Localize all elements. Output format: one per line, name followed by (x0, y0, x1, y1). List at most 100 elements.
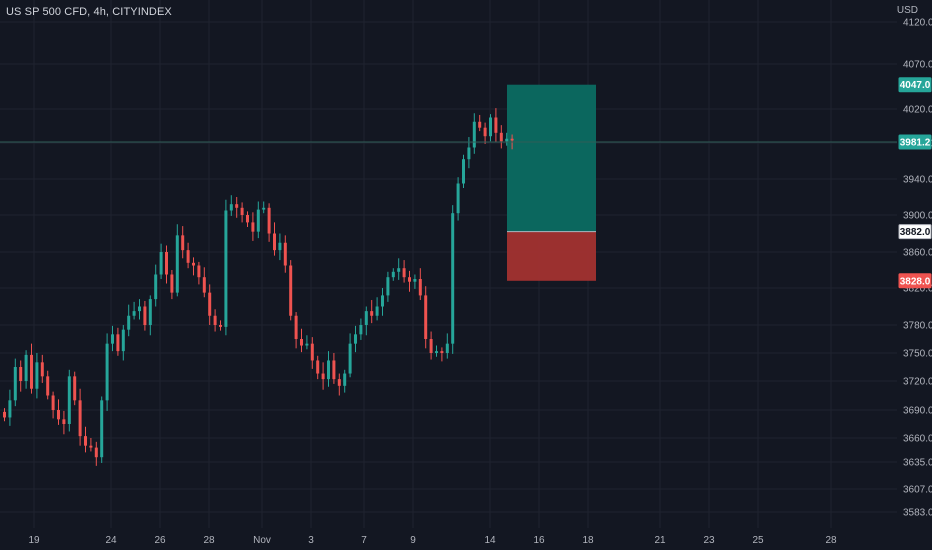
candle (197, 261, 201, 285)
y-tick-label: 3860.0 (903, 248, 932, 259)
candle-body (197, 265, 201, 278)
candle-body (143, 306, 147, 325)
candle (456, 177, 460, 221)
candle (84, 426, 87, 453)
candle-body (408, 277, 411, 282)
candle-body (229, 204, 233, 211)
candle (289, 260, 293, 321)
candle (478, 114, 482, 132)
x-tick-label: Nov (253, 535, 271, 546)
current-price-tag-text: 3981.2 (900, 137, 931, 148)
candle (310, 337, 314, 369)
candle (343, 369, 347, 393)
candle-body (192, 262, 195, 266)
candle-body (267, 207, 271, 234)
candle (46, 370, 50, 400)
candle (413, 274, 417, 289)
candle (262, 201, 266, 214)
candle-body (8, 400, 12, 418)
candle-body (364, 311, 368, 325)
candle-body (402, 268, 406, 278)
candle (89, 438, 93, 452)
y-tick-label: 3750.0 (903, 349, 932, 360)
candle (192, 257, 195, 276)
x-tick-label: 16 (533, 535, 545, 546)
x-tick-label: 7 (361, 535, 367, 546)
candle-body (13, 367, 17, 401)
candle-body (235, 204, 239, 208)
candle-body (483, 127, 487, 137)
candle-body (19, 367, 23, 381)
candle (321, 362, 325, 390)
candle-body (289, 265, 293, 316)
candle (267, 203, 271, 242)
y-tick-label: 3660.0 (903, 434, 932, 445)
candle (348, 333, 352, 378)
candle-body (478, 121, 482, 128)
candle (202, 267, 206, 298)
candle (429, 331, 433, 360)
candle-body (57, 410, 60, 420)
symbol-title[interactable]: US SP 500 CFD, 4h, CITYINDEX (6, 6, 172, 18)
candle-body (273, 233, 276, 251)
candle-body (208, 292, 212, 316)
candle (213, 309, 217, 332)
candle-body (278, 242, 282, 251)
candle-body (89, 445, 93, 448)
candle (246, 211, 249, 228)
candle (30, 343, 33, 394)
candle-body (3, 411, 6, 418)
candle-body (175, 235, 179, 293)
y-tick-label: 3583.0 (903, 508, 932, 519)
candle-body (381, 295, 384, 307)
candle-body (467, 147, 471, 160)
price-tags: 4047.0 3981.2 3882.0 3828.0 (898, 77, 932, 289)
candle-body (62, 419, 66, 424)
candle (327, 351, 330, 387)
y-tick-label: 3690.0 (903, 406, 932, 417)
candle-body (100, 400, 104, 458)
candle (424, 286, 428, 349)
candle (111, 325, 114, 352)
loss-zone (507, 231, 596, 281)
grid (0, 0, 897, 528)
candle (462, 154, 465, 188)
candle (354, 325, 357, 353)
candle-body (127, 315, 131, 330)
time-axis[interactable]: 19 24 26 28 Nov 3 7 9 14 16 18 21 23 25 28 (28, 535, 837, 546)
candle (57, 399, 60, 425)
candle (235, 197, 239, 218)
x-tick-label: 3 (308, 535, 314, 546)
candle (24, 350, 28, 389)
candle (472, 113, 476, 154)
x-tick-label: 14 (484, 535, 496, 546)
candle (159, 243, 163, 279)
target-price-tag-text: 4047.0 (900, 80, 931, 91)
currency-label: USD (896, 5, 918, 16)
candle-body (332, 360, 336, 380)
candle (132, 301, 136, 320)
candle-body (456, 183, 460, 214)
candle (8, 389, 12, 426)
candle-body (46, 376, 50, 396)
y-tick-label: 3900.0 (903, 211, 932, 222)
candle-body (505, 138, 509, 142)
candle-body (170, 274, 174, 293)
candle-body (67, 376, 71, 424)
price-axis[interactable]: 4120.04070.04020.03980.03940.03900.03860… (903, 18, 932, 519)
candle (300, 328, 303, 353)
candle-body (321, 373, 325, 380)
y-tick-label: 4020.0 (903, 105, 932, 116)
stop-price-tag: 3828.0 (898, 273, 932, 289)
candle-body (359, 325, 363, 335)
y-tick-label: 4120.0 (903, 18, 932, 29)
y-tick-label: 3820.0 (903, 284, 932, 295)
candle (186, 242, 190, 269)
y-tick-label: 3720.0 (903, 377, 932, 388)
x-tick-label: 26 (154, 535, 166, 546)
candle-body (24, 354, 28, 381)
position-tool[interactable] (507, 84, 596, 281)
candle-body (337, 379, 341, 386)
